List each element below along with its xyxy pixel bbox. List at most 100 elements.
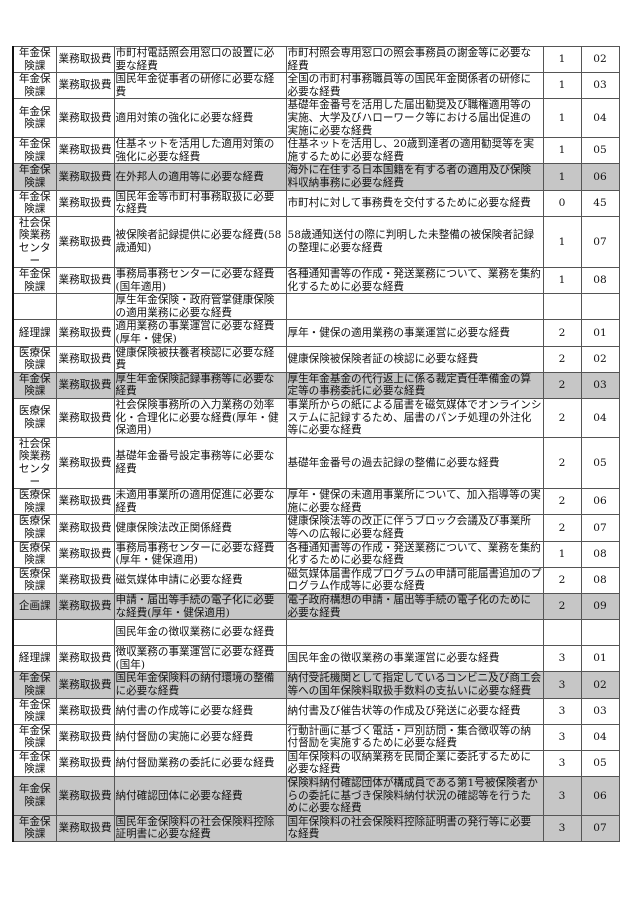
description-cell: 国年保険料の収納業務を民間企業に委託するために必要な経費 [285, 749, 544, 778]
item-cell: 適用対策の強化に必要な経費 [113, 98, 287, 139]
description-cell: 国年保険料の社会保険料控除証明書の発行等に必要な経費 [285, 814, 544, 843]
table-row: 医療保険課 業務取扱費 社会保険事務所の入力業務の効率化・合理化に必要な経費(厚年・… [12, 398, 620, 438]
category-cell: 業務取扱費 [55, 267, 115, 295]
code-major-cell: 1 [542, 215, 582, 269]
description-cell: 国民年金の徴収業務の事業運営に必要な経費 [285, 645, 544, 673]
table-row: 年金保険課 業務取扱費 納付書の作成等に必要な経費 納付書及び催告状等の作成及び発送に… [12, 697, 620, 725]
code-major-cell: 1 [542, 137, 582, 165]
code-major-cell: 2 [542, 488, 582, 516]
description-cell: 納付書及び催告状等の作成及び発送に必要な経費 [285, 697, 544, 725]
table-row: 年金保険課 業務取扱費 市町村電話照会用窓口の設置に必要な経費 市町村照会専用窓口の照… [12, 45, 620, 74]
code-minor-cell: 01 [580, 319, 620, 347]
table-row: 企画課 業務取扱費 申請・届出等手続の電子化に必要な経費(厚年・健保適用) 電子政府構… [12, 592, 620, 621]
description-cell: 事業所からの紙による届書を磁気媒体でオンラインシステムに記録するため、届書のパン… [285, 398, 544, 438]
item-cell: 申請・届出等手続の電子化に必要な経費(厚年・健保適用) [113, 592, 287, 621]
code-minor-cell: 07 [580, 215, 620, 269]
code-major-cell: 3 [542, 814, 582, 843]
category-cell: 業務取扱費 [55, 566, 115, 594]
item-cell: 被保険者記録提供に必要な経費(58歳通知) [113, 215, 287, 269]
item-cell: 納付督励業務の委託に必要な経費 [113, 749, 287, 778]
description-cell: 市町村照会専用窓口の照会事務員の謝金等に必要な経費 [285, 45, 544, 74]
code-minor-cell: 02 [580, 671, 620, 699]
code-major-cell: 2 [542, 566, 582, 594]
department-cell [12, 293, 57, 321]
department-cell: 社会保険業務センター [12, 436, 57, 490]
code-minor-cell: 02 [580, 345, 620, 373]
department-cell: 年金保険課 [12, 371, 57, 400]
category-cell: 業務取扱費 [55, 371, 115, 400]
code-minor-cell: 06 [580, 776, 620, 816]
code-major-cell [542, 293, 582, 321]
table-row: 年金保険課 業務取扱費 事務局事務センターに必要な経費(国年適用) 各種通知書等の作成… [12, 267, 620, 295]
item-cell: 厚生年金保険記録事務等に必要な経費 [113, 371, 287, 400]
description-cell: 各種通知書等の作成・発送業務について、業務を集約化するために必要な経費 [285, 267, 544, 295]
code-minor-cell: 05 [580, 137, 620, 165]
code-minor-cell: 08 [580, 267, 620, 295]
category-cell: 業務取扱費 [55, 814, 115, 843]
item-cell: 社会保険事務所の入力業務の効率化・合理化に必要な経費(厚年・健保適用) [113, 398, 287, 438]
table-row: 年金保険課 業務取扱費 納付督励の実施に必要な経費 行動計画に基づく電話・戸別訪問・集… [12, 723, 620, 751]
item-cell: 徴収業務の事業運営に必要な経費(国年) [113, 645, 287, 673]
department-cell: 医療保険課 [12, 488, 57, 516]
code-major-cell: 2 [542, 371, 582, 400]
category-cell: 業務取扱費 [55, 137, 115, 165]
description-cell: 市町村に対して事務費を交付するために必要な経費 [285, 189, 544, 217]
code-major-cell: 1 [542, 267, 582, 295]
item-cell: 事務局事務センターに必要な経費(厚年・健保適用) [113, 540, 287, 568]
description-cell: 納付受託機関として指定しているコンビニ及び商工会等への国年保険料取扱手数料の支払… [285, 671, 544, 699]
description-cell: 磁気媒体届書作成プログラムの申請可能届書追加のプログラム作成等に必要な経費 [285, 566, 544, 594]
code-minor-cell: 45 [580, 189, 620, 217]
department-cell: 年金保険課 [12, 45, 57, 74]
table-body: 年金保険課 業務取扱費 市町村電話照会用窓口の設置に必要な経費 市町村照会専用窓口の照… [12, 45, 620, 843]
item-cell: 国民年金の徴収業務に必要な経費 [113, 619, 287, 647]
category-cell: 業務取扱費 [55, 436, 115, 490]
item-cell: 基礎年金番号設定事務等に必要な経費 [113, 436, 287, 490]
item-cell: 健康保険法改正関係経費 [113, 514, 287, 542]
category-cell: 業務取扱費 [55, 319, 115, 347]
table-row: 経理課 業務取扱費 徴収業務の事業運営に必要な経費(国年) 国民年金の徴収業務の事業運… [12, 645, 620, 673]
table-row: 医療保険課 業務取扱費 未適用事業所の適用促進に必要な経費 厚年・健保の未適用事業所に… [12, 488, 620, 516]
table-row: 年金保険課 業務取扱費 納付確認団体に必要な経費 保険料納付確認団体が構成員である第1… [12, 776, 620, 816]
item-cell: 適用業務の事業運営に必要な経費(厚年・健保) [113, 319, 287, 347]
description-cell: 行動計画に基づく電話・戸別訪問・集合徴収等の納付督励を実施するために必要な経費 [285, 723, 544, 751]
category-cell: 業務取扱費 [55, 645, 115, 673]
department-cell: 医療保険課 [12, 540, 57, 568]
code-minor-cell: 03 [580, 72, 620, 100]
item-cell: 健康保険被扶養者検認に必要な経費 [113, 345, 287, 373]
code-major-cell: 3 [542, 645, 582, 673]
code-major-cell [542, 619, 582, 647]
description-cell: 海外に在住する日本国籍を有する者の適用及び保険料収納事務に必要な経費 [285, 163, 544, 191]
code-minor-cell: 04 [580, 723, 620, 751]
category-cell: 業務取扱費 [55, 671, 115, 699]
department-cell: 医療保険課 [12, 345, 57, 373]
department-cell: 社会保険業務センター [12, 215, 57, 269]
code-minor-cell: 04 [580, 98, 620, 139]
code-major-cell: 3 [542, 671, 582, 699]
category-cell: 業務取扱費 [55, 189, 115, 217]
code-minor-cell: 03 [580, 697, 620, 725]
department-cell: 年金保険課 [12, 776, 57, 816]
code-minor-cell [580, 619, 620, 647]
category-cell: 業務取扱費 [55, 776, 115, 816]
item-cell: 国民年金保険料の社会保険料控除証明書に必要な経費 [113, 814, 287, 843]
code-minor-cell: 08 [580, 540, 620, 568]
category-cell: 業務取扱費 [55, 592, 115, 621]
category-cell [55, 293, 115, 321]
table-row: 年金保険課 業務取扱費 適用対策の強化に必要な経費 基礎年金番号を活用した届出勧奨及び… [12, 98, 620, 139]
department-cell: 企画課 [12, 592, 57, 621]
section-header-row: 国民年金の徴収業務に必要な経費 [12, 619, 620, 647]
category-cell: 業務取扱費 [55, 749, 115, 778]
table-row: 年金保険課 業務取扱費 住基ネットを活用した適用対策の強化に必要な経費 住基ネットを活… [12, 137, 620, 165]
description-cell [285, 293, 544, 321]
section-header-row: 厚生年金保険・政府管掌健康保険の適用業務に必要な経費 [12, 293, 620, 321]
category-cell: 業務取扱費 [55, 697, 115, 725]
code-minor-cell: 05 [580, 436, 620, 490]
department-cell: 年金保険課 [12, 72, 57, 100]
category-cell: 業務取扱費 [55, 345, 115, 373]
description-cell: 厚年・健保の未適用事業所について、加入指導等の実施に必要な経費 [285, 488, 544, 516]
code-major-cell: 2 [542, 436, 582, 490]
table-row: 年金保険課 業務取扱費 国民年金保険料の納付環境の整備に必要な経費 納付受託機関として… [12, 671, 620, 699]
table-row: 社会保険業務センター 業務取扱費 被保険者記録提供に必要な経費(58歳通知) 58歳通… [12, 215, 620, 269]
item-cell: 磁気媒体申請に必要な経費 [113, 566, 287, 594]
category-cell: 業務取扱費 [55, 540, 115, 568]
